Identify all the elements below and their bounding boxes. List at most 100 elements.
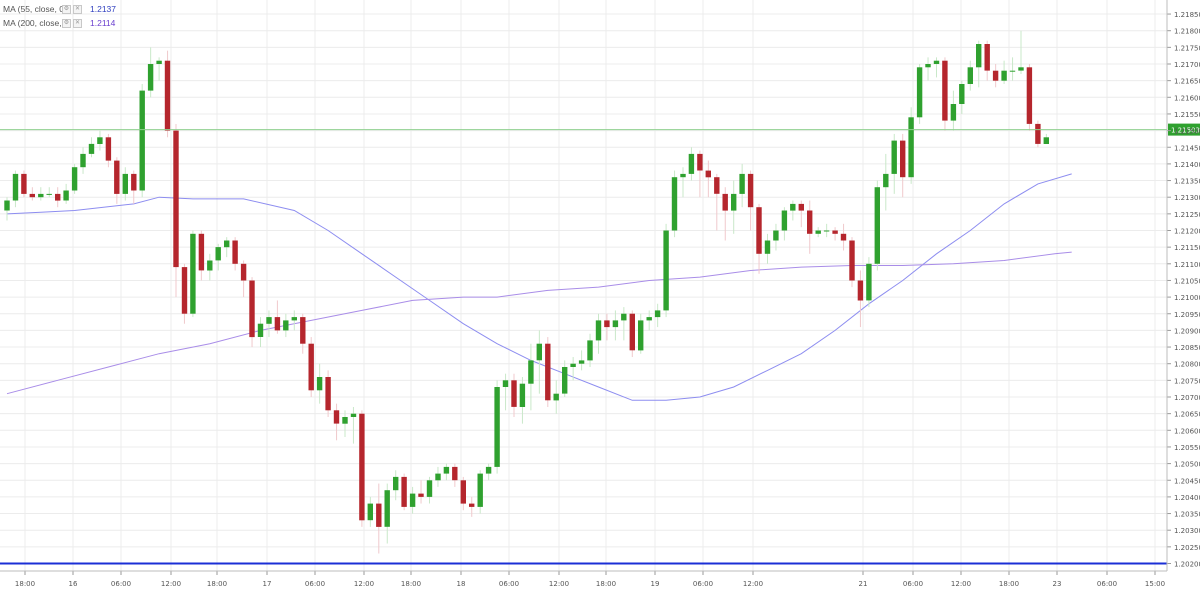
candle-up bbox=[12, 173, 19, 201]
price-tick-label: 1.20700 bbox=[1174, 394, 1200, 402]
candle-up bbox=[933, 60, 940, 64]
candle-down bbox=[274, 317, 281, 331]
candle-down bbox=[756, 207, 762, 254]
candle-up bbox=[671, 177, 678, 231]
candle-up bbox=[494, 387, 500, 467]
price-tick-label: 1.21350 bbox=[1174, 178, 1200, 186]
price-tick-label: 1.20250 bbox=[1174, 544, 1200, 552]
candle-up bbox=[570, 363, 576, 367]
candle-up bbox=[342, 417, 348, 424]
price-tick-label: 1.20650 bbox=[1174, 411, 1200, 419]
candle-up bbox=[562, 367, 568, 394]
candle-down bbox=[900, 140, 906, 178]
candle-up bbox=[122, 173, 128, 194]
price-tick-label: 1.20800 bbox=[1174, 361, 1200, 369]
candle-up bbox=[680, 173, 686, 178]
close-icon[interactable]: ✕ bbox=[73, 4, 82, 14]
settings-icon[interactable]: ⚙ bbox=[62, 18, 71, 28]
price-axis[interactable]: 1.21850 1.21800 1.21750 1.21700 1.21650 1.216… bbox=[1166, 0, 1200, 571]
candle-up bbox=[790, 203, 796, 211]
time-tick-label: 18:00 bbox=[207, 580, 227, 588]
candle-down bbox=[849, 240, 855, 281]
price-tick-label: 1.21600 bbox=[1174, 94, 1200, 102]
candle-down bbox=[300, 317, 306, 344]
candle-down bbox=[992, 70, 999, 81]
price-tick-label: 1.21650 bbox=[1174, 78, 1200, 86]
time-tick-label: 18:00 bbox=[401, 580, 421, 588]
candle-down bbox=[21, 173, 27, 194]
candle-up bbox=[97, 137, 103, 144]
candle-up bbox=[384, 490, 390, 527]
ma200-line bbox=[6, 251, 1072, 395]
time-tick-label: 06:00 bbox=[305, 580, 325, 588]
candle-up bbox=[207, 260, 213, 271]
time-tick-label: 18:00 bbox=[999, 580, 1019, 588]
time-tick-label: 12:00 bbox=[549, 580, 569, 588]
candle-down bbox=[604, 320, 610, 328]
candle-up bbox=[266, 317, 272, 324]
price-tick-label: 1.21150 bbox=[1174, 244, 1200, 252]
time-tick-label: 21 bbox=[859, 580, 868, 588]
time-tick-label: 19 bbox=[651, 580, 660, 588]
settings-icon[interactable]: ⚙ bbox=[62, 4, 71, 14]
time-tick-label: 06:00 bbox=[903, 580, 923, 588]
candle-up bbox=[815, 230, 821, 234]
candle-up bbox=[291, 317, 297, 321]
candle-up bbox=[916, 67, 923, 118]
candle-down bbox=[545, 343, 551, 401]
candle-down bbox=[452, 466, 458, 481]
candle-up bbox=[925, 64, 931, 68]
time-axis[interactable]: 18:00 16 06:00 12:00 18:00 17 06:00 12:00 18:00 1… bbox=[0, 570, 1167, 588]
price-tick-label: 1.21850 bbox=[1174, 11, 1200, 19]
time-tick-label: 15:00 bbox=[1145, 580, 1165, 588]
candle-up bbox=[1009, 70, 1016, 72]
candle-down bbox=[1035, 123, 1041, 144]
candle-up bbox=[663, 230, 669, 311]
candle-up bbox=[80, 153, 86, 168]
candle-down bbox=[198, 233, 205, 271]
candle-up bbox=[536, 343, 542, 361]
candle-up bbox=[426, 480, 433, 497]
candle-up bbox=[950, 104, 957, 121]
candle-up bbox=[283, 320, 289, 331]
candle-down bbox=[857, 280, 864, 301]
candle-up bbox=[4, 200, 10, 211]
time-tick-label: 16 bbox=[69, 580, 78, 588]
candle-down bbox=[181, 267, 188, 314]
candle-up bbox=[773, 230, 779, 241]
candle-down bbox=[747, 173, 754, 208]
candle-up bbox=[435, 473, 441, 481]
candle-down bbox=[807, 210, 813, 234]
price-tick-label: 1.20600 bbox=[1174, 427, 1200, 435]
price-tick-label: 1.21700 bbox=[1174, 61, 1200, 69]
candle-down bbox=[359, 413, 365, 521]
time-tick-label: 18:00 bbox=[15, 580, 35, 588]
candle-up bbox=[528, 360, 534, 384]
grid bbox=[0, 0, 1167, 571]
candle-up bbox=[367, 503, 373, 521]
candle-up bbox=[316, 377, 323, 391]
price-tick-label: 1.21250 bbox=[1174, 211, 1200, 219]
candle-down bbox=[511, 380, 517, 407]
candle-up bbox=[1001, 70, 1007, 81]
candle-down bbox=[173, 130, 179, 268]
candle-up bbox=[477, 473, 483, 507]
candle-down bbox=[469, 503, 475, 507]
price-tick-label: 1.20450 bbox=[1174, 477, 1200, 485]
candle-up bbox=[147, 64, 154, 91]
candle-up bbox=[967, 67, 973, 84]
close-icon[interactable]: ✕ bbox=[73, 18, 82, 28]
candle-down bbox=[418, 493, 424, 497]
price-tick-label: 1.20350 bbox=[1174, 511, 1200, 519]
time-tick-label: 12:00 bbox=[951, 580, 971, 588]
legend-value: 1.2137 bbox=[90, 4, 116, 14]
candle-up bbox=[71, 167, 78, 191]
legend-row-ma55: MA (55, close, 0) ⚙ ✕ 1.2137 bbox=[3, 2, 116, 16]
candle-up bbox=[731, 193, 737, 211]
price-tick-label: 1.20550 bbox=[1174, 444, 1200, 452]
time-tick-label: 12:00 bbox=[743, 580, 763, 588]
candle-up bbox=[393, 476, 399, 491]
candle-up bbox=[739, 173, 745, 194]
